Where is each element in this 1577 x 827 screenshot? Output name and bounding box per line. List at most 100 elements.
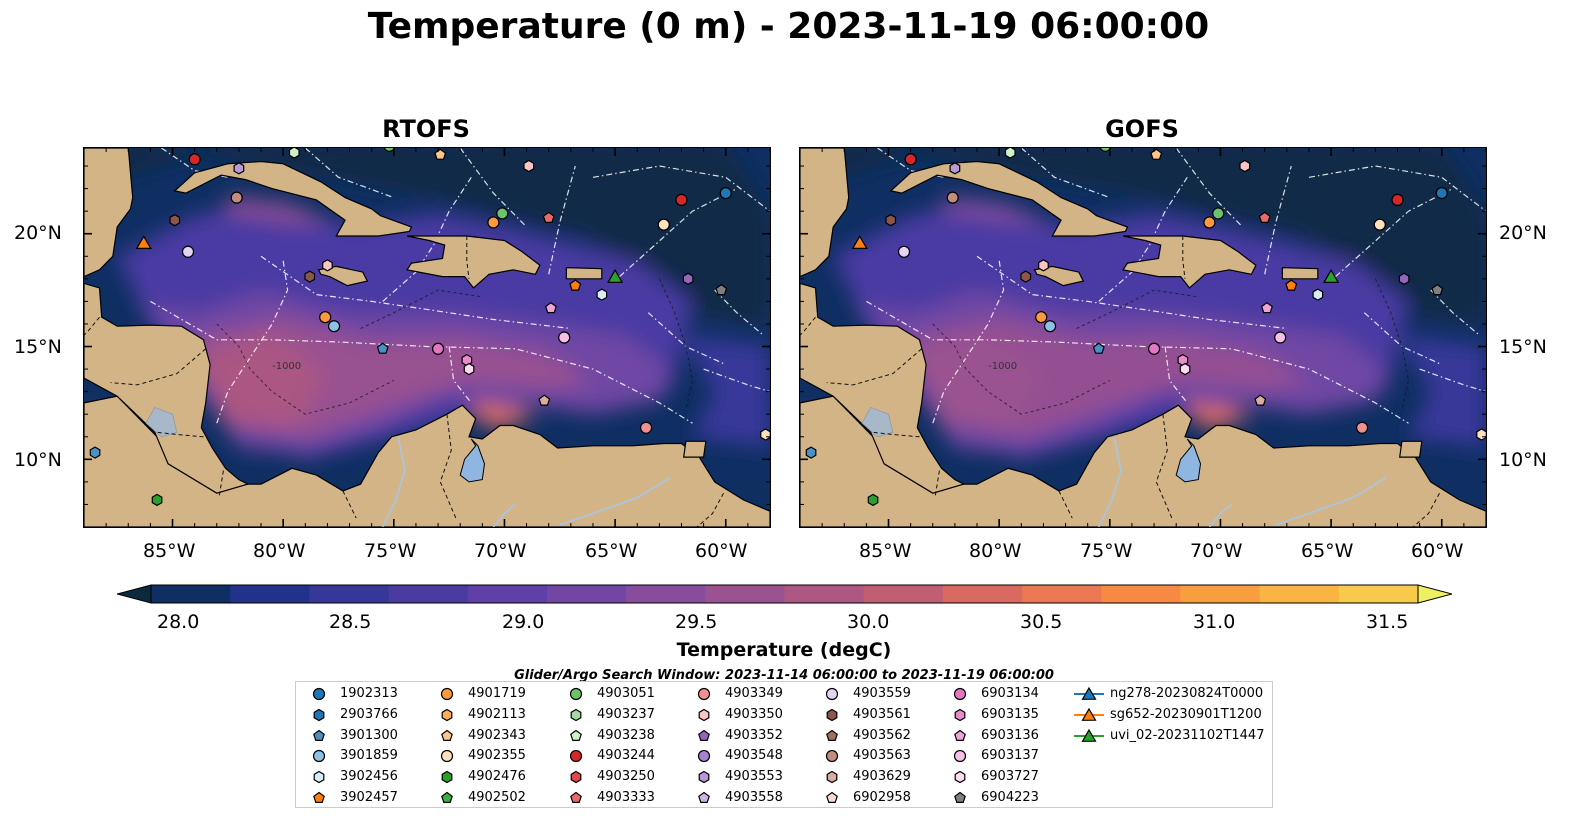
legend-marker — [1081, 707, 1097, 721]
colorbar-tick: 28.0 — [157, 611, 200, 633]
colorbar — [115, 584, 1454, 604]
legend-label: 4903349 — [725, 686, 783, 701]
observation-marker — [1239, 159, 1251, 173]
land-jamaica — [317, 265, 369, 287]
legend-marker — [953, 687, 967, 701]
legend-marker — [826, 791, 838, 803]
legend-marker-icon — [313, 770, 325, 784]
land-yucatan — [800, 148, 850, 278]
observation-marker — [1035, 311, 1048, 324]
bathymetry-contour — [1374, 278, 1410, 410]
observation-marker — [607, 268, 624, 283]
observation-marker — [230, 191, 243, 204]
map-panel-rtofs[interactable]: -1000 — [83, 147, 771, 528]
observation-marker — [463, 362, 475, 376]
maritime-boundary — [1335, 188, 1454, 278]
country-border — [342, 490, 357, 519]
land-south-america — [84, 395, 770, 527]
legend-marker-icon — [441, 708, 453, 721]
lake-maracaibo — [1175, 438, 1202, 483]
colorbar-tick: 29.0 — [502, 611, 545, 633]
legend-label: 6903136 — [981, 727, 1039, 743]
observation-marker — [181, 245, 195, 258]
observation-marker — [1203, 216, 1216, 229]
map-panel-gofs[interactable]: -1000 — [799, 147, 1487, 528]
legend-label: 4903548 — [725, 748, 783, 764]
lon-label-rtofs: 70°W — [474, 540, 527, 562]
legend-marker — [1081, 686, 1097, 700]
observation-marker — [1260, 301, 1273, 314]
colorbar-segment — [1338, 585, 1419, 603]
legend-marker-icon — [313, 791, 325, 803]
legend-label: 3901859 — [340, 748, 398, 764]
river — [1097, 436, 1122, 527]
legend-label: 4901719 — [468, 686, 526, 701]
legend-marker — [313, 729, 325, 741]
legend-label: 4903333 — [597, 790, 655, 805]
observation-marker — [319, 311, 332, 324]
atlantic-east-band — [1397, 335, 1486, 448]
observation-marker — [288, 148, 300, 159]
observation-marker — [1004, 148, 1016, 159]
panel-title-rtofs: RTOFS — [382, 115, 470, 143]
observation-marker — [1147, 342, 1161, 355]
maritime-boundary — [592, 165, 770, 212]
legend-marker-icon — [570, 708, 582, 721]
legend-marker-icon — [953, 687, 967, 701]
observation-marker — [1254, 394, 1267, 406]
bathymetry-contour — [360, 289, 483, 329]
legend-marker — [698, 729, 710, 741]
colorbar-segment — [388, 585, 469, 603]
observation-marker — [675, 193, 688, 206]
colorbar-segment — [784, 585, 865, 603]
legend-marker — [440, 687, 454, 701]
legend-marker-icon — [954, 770, 966, 784]
observation-marker — [805, 446, 817, 459]
lake-nicaragua — [145, 407, 178, 438]
country-border — [826, 348, 923, 386]
atlantic-east-band — [681, 335, 770, 448]
observation-marker — [760, 428, 770, 441]
legend-marker-icon — [570, 770, 582, 784]
observation-marker — [538, 394, 551, 406]
lake-nicaragua — [861, 407, 894, 438]
observation-marker — [1274, 331, 1287, 344]
maritime-boundary — [932, 260, 1005, 424]
maritime-boundary — [260, 255, 571, 330]
observation-marker — [904, 153, 917, 166]
legend-label: 6902958 — [853, 790, 911, 805]
legend-marker — [698, 791, 710, 803]
colorbar-extend-high — [1417, 584, 1454, 604]
country-border — [1412, 492, 1440, 527]
legend-label: 4903629 — [853, 769, 911, 785]
country-border — [934, 470, 940, 498]
maritime-boundary — [866, 300, 1409, 424]
legend-label: 4902502 — [468, 790, 526, 805]
lon-label-gofs: 65°W — [1301, 540, 1354, 562]
land-puerto-rico — [565, 266, 603, 280]
cold-water-north — [84, 148, 770, 324]
lon-label-rtofs: 65°W — [585, 540, 638, 562]
observation-marker — [431, 342, 445, 355]
observation-marker — [1038, 259, 1049, 272]
legend-label: 3902456 — [340, 769, 398, 785]
legend-marker-icon — [441, 729, 453, 741]
lon-label-gofs: 75°W — [1080, 540, 1133, 562]
country-border — [110, 348, 207, 386]
country-border — [800, 316, 816, 336]
warm-south-cuba — [941, 195, 1051, 225]
legend-label: 4903558 — [725, 790, 783, 805]
observation-marker — [639, 421, 653, 434]
country-border — [84, 316, 100, 336]
legend-label: 3901300 — [340, 727, 398, 743]
legend-marker — [825, 687, 839, 701]
observation-marker — [569, 279, 582, 291]
legend-marker — [313, 770, 325, 784]
observation-marker — [89, 446, 101, 459]
temperature-band-29-8 — [190, 335, 328, 430]
observation-marker — [1020, 270, 1032, 283]
bathymetry-contour — [932, 323, 1111, 415]
colorbar-outline — [150, 584, 1419, 604]
legend-marker — [312, 750, 326, 763]
observation-marker — [1212, 207, 1225, 220]
